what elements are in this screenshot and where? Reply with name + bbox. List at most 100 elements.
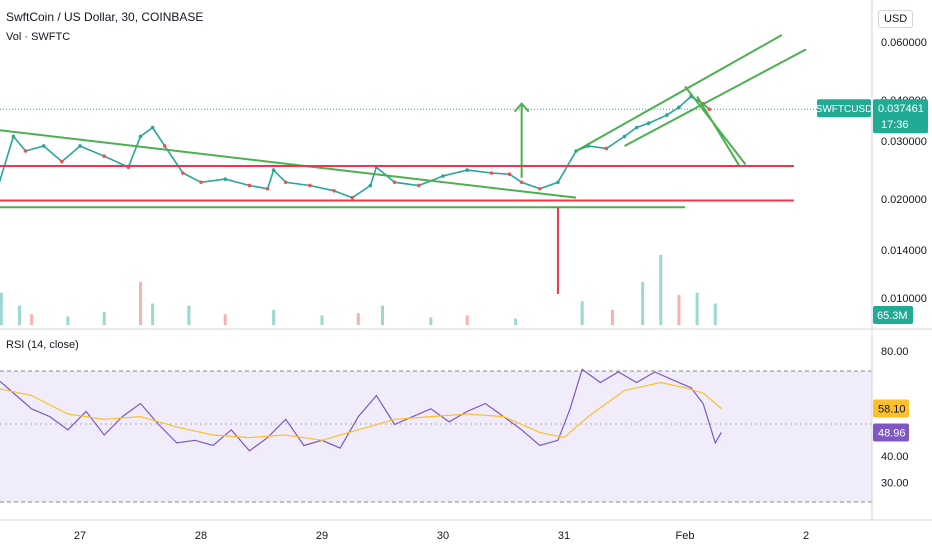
time-tick-label: 30 xyxy=(437,530,449,542)
volume-bar xyxy=(139,281,142,325)
price-point xyxy=(519,180,524,185)
rsi-line xyxy=(0,368,722,452)
volume-bar xyxy=(356,313,360,325)
price-point xyxy=(308,183,312,188)
rsi-badge xyxy=(873,423,909,442)
rsi-value: 48.96 xyxy=(878,427,906,439)
trendline-green[interactable] xyxy=(684,85,747,165)
price-tick-label: 0.014000 xyxy=(881,245,927,257)
volume-bar xyxy=(381,305,384,325)
rsi-ma-value: 58.10 xyxy=(878,403,906,415)
volume-bar xyxy=(0,292,3,325)
rsi-ma-badge xyxy=(873,399,909,418)
volume-bar xyxy=(272,309,276,325)
price-point xyxy=(665,113,669,117)
chart-title: SwftCoin / US Dollar, 30, COINBASE xyxy=(6,10,204,24)
volume-badge xyxy=(873,306,913,324)
last-price-value: 0.037461 xyxy=(878,103,924,115)
price-point xyxy=(350,195,355,200)
volume-bar xyxy=(695,292,699,325)
price-series-line xyxy=(0,95,710,199)
price-point xyxy=(622,134,627,139)
price-point xyxy=(707,107,711,112)
price-tick-label: 0.020000 xyxy=(881,194,927,206)
volume-bar xyxy=(223,314,227,325)
volume-bar xyxy=(514,318,518,325)
volume-bar xyxy=(18,305,21,325)
time-tick-label: 29 xyxy=(316,530,328,542)
price-point xyxy=(11,134,16,139)
price-point xyxy=(150,125,155,130)
price-point xyxy=(417,183,421,188)
volume-bar xyxy=(465,315,469,325)
price-point xyxy=(41,144,46,148)
volume-bar xyxy=(677,294,681,325)
time-tick-label: 31 xyxy=(558,530,570,542)
trendline-green[interactable] xyxy=(624,48,807,147)
price-point xyxy=(199,180,203,185)
volume-indicator-label[interactable]: Vol · SWFTC xyxy=(6,31,71,43)
price-point xyxy=(646,121,651,126)
volume-bar xyxy=(580,301,584,325)
price-point xyxy=(247,183,252,188)
volume-bar xyxy=(30,314,34,325)
volume-bar xyxy=(610,309,614,325)
price-point xyxy=(392,180,397,185)
volume-bar xyxy=(641,281,645,325)
volume-bar xyxy=(66,316,70,325)
price-point xyxy=(538,186,542,191)
price-point xyxy=(556,180,560,185)
rsi-tick-label: 80.00 xyxy=(881,346,909,358)
price-point xyxy=(60,159,64,164)
symbol-badge-label: SWFTCUSD xyxy=(816,104,873,115)
price-point xyxy=(604,146,609,151)
price-point xyxy=(489,171,494,175)
volume-value: 65.3M xyxy=(877,310,908,322)
price-point xyxy=(507,172,512,177)
trendline-green[interactable] xyxy=(575,34,783,152)
price-point xyxy=(102,154,106,158)
volume-bar xyxy=(429,317,433,325)
price-point xyxy=(634,125,639,130)
trendline-green[interactable] xyxy=(0,129,577,199)
price-point xyxy=(677,105,681,110)
last-price-badge xyxy=(873,99,928,134)
volume-bar xyxy=(713,303,717,325)
rsi-tick-label: 30.00 xyxy=(881,477,909,489)
volume-bar xyxy=(187,305,191,325)
price-point xyxy=(181,171,185,175)
volume-bar xyxy=(320,315,324,325)
price-point xyxy=(465,168,470,172)
arrow-head-up xyxy=(513,102,530,113)
price-point xyxy=(332,188,336,193)
price-point xyxy=(271,168,276,172)
rsi-band xyxy=(0,371,872,502)
trendline-green[interactable] xyxy=(696,95,741,167)
price-tick-label: 0.030000 xyxy=(881,136,927,148)
price-point xyxy=(78,144,82,148)
volume-bar xyxy=(151,303,155,325)
volume-bar xyxy=(659,255,663,325)
candle-countdown: 17:36 xyxy=(881,119,909,131)
price-tick-label: 0.060000 xyxy=(881,37,927,49)
price-point xyxy=(283,180,288,185)
price-point xyxy=(441,174,445,178)
price-point xyxy=(368,183,373,188)
price-tick-label: 0.010000 xyxy=(881,293,927,305)
volume-bar xyxy=(102,312,106,325)
time-tick-label: 2 xyxy=(803,530,809,542)
rsi-tick-label: 40.00 xyxy=(881,451,909,463)
rsi-indicator-label[interactable]: RSI (14, close) xyxy=(6,339,79,351)
time-tick-label: 27 xyxy=(74,530,86,542)
symbol-badge xyxy=(817,99,871,118)
time-tick-label: 28 xyxy=(195,530,207,542)
currency-button[interactable]: USD xyxy=(878,10,914,28)
time-tick-label: Feb xyxy=(676,530,695,542)
price-point xyxy=(223,177,227,181)
price-point xyxy=(23,149,28,153)
price-point xyxy=(162,144,167,148)
price-point xyxy=(138,134,143,139)
price-point xyxy=(265,186,270,191)
rsi-ma-line xyxy=(0,381,722,441)
